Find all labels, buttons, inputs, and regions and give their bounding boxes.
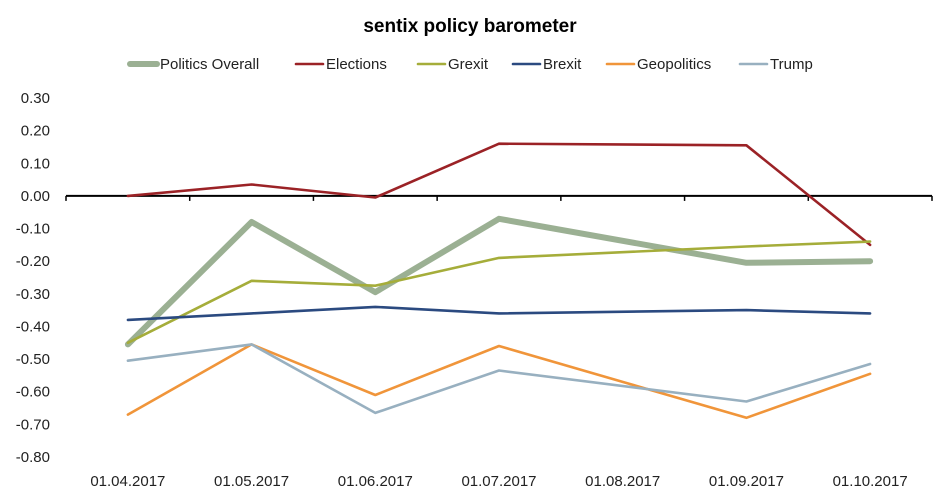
x-tick-label: 01.09.2017 (709, 473, 784, 490)
series-line-elections (126, 142, 872, 247)
legend-item: Grexit (416, 56, 489, 73)
legend-item: Politics Overall (127, 56, 259, 73)
x-tick-label: 01.08.2017 (585, 473, 660, 490)
legend-label: Politics Overall (160, 56, 259, 73)
x-tick-label: 01.04.2017 (90, 473, 165, 490)
legend-label: Elections (326, 56, 387, 73)
y-tick-label: 0.00 (21, 188, 50, 205)
series-line-geopolitics (126, 343, 872, 420)
x-tick-label: 01.10.2017 (833, 473, 908, 490)
y-tick-label: 0.20 (21, 123, 50, 140)
y-tick-label: -0.80 (16, 449, 50, 466)
x-tick-label: 01.05.2017 (214, 473, 289, 490)
chart-title: sentix policy barometer (363, 16, 577, 37)
series-line-brexit (126, 305, 872, 322)
legend-label: Brexit (543, 56, 582, 73)
legend-label: Grexit (448, 56, 489, 73)
legend-item: Trump (738, 56, 813, 73)
legend-label: Geopolitics (637, 56, 711, 73)
legend-item: Geopolitics (605, 56, 711, 73)
x-tick-label: 01.06.2017 (338, 473, 413, 490)
y-tick-label: -0.60 (16, 384, 50, 401)
y-tick-label: -0.10 (16, 221, 50, 238)
y-tick-label: -0.70 (16, 416, 50, 433)
y-tick-label: -0.30 (16, 286, 50, 303)
legend: Politics Overall Elections Grexit Brexit Geo… (127, 56, 813, 73)
y-tick-label: -0.50 (16, 351, 50, 368)
series-line-grexit (126, 240, 872, 345)
y-tick-label: -0.20 (16, 253, 50, 270)
series-line-politics-overall (124, 215, 874, 348)
legend-item: Brexit (511, 56, 582, 73)
y-tick-label: -0.40 (16, 318, 50, 335)
series-line-trump (126, 343, 872, 415)
legend-label: Trump (770, 56, 813, 73)
series-lines (124, 142, 874, 420)
y-axis: 0.30 0.20 0.10 0.00 -0.10 -0.20 -0.30 -0.40 -0.5… (16, 90, 50, 466)
legend-item: Elections (294, 56, 387, 73)
y-tick-label: 0.10 (21, 155, 50, 172)
x-axis: 01.04.2017 01.05.2017 01.06.2017 01.07.2017… (65, 194, 933, 490)
y-tick-label: 0.30 (21, 90, 50, 107)
x-tick-label: 01.07.2017 (461, 473, 536, 490)
